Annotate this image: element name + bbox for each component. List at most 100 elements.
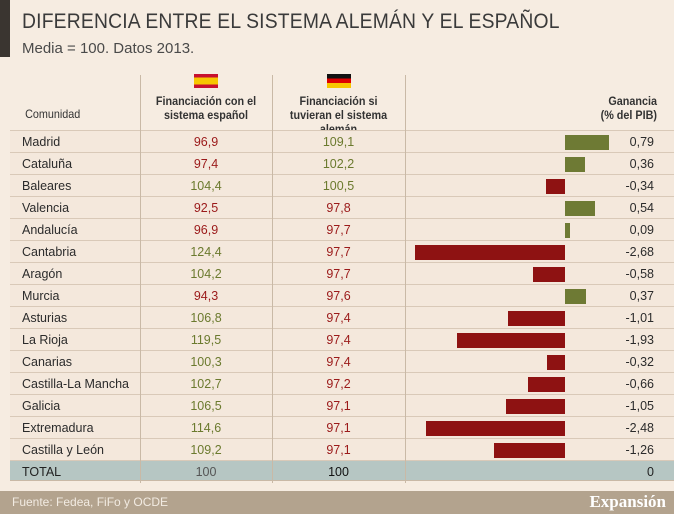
table-row: Galicia 106,5 97,1 -1,05 <box>10 394 674 416</box>
region-name: Cantabria <box>22 245 77 259</box>
column-divider <box>272 75 273 483</box>
spanish-system-value: 102,7 <box>190 377 222 391</box>
gain-bar <box>565 289 586 304</box>
header-comunidad: Comunidad <box>25 107 81 121</box>
region-name: Madrid <box>22 135 61 149</box>
german-system-value: 97,1 <box>326 399 351 413</box>
spanish-system-value: 97,4 <box>193 157 219 171</box>
gain-bar <box>532 267 565 282</box>
spanish-system-value: 94,3 <box>193 289 219 303</box>
gain-value: 0,36 <box>629 157 654 171</box>
spanish-system-value: 109,2 <box>190 443 222 457</box>
gain-value: -1,26 <box>625 443 655 457</box>
region-name: Extremadura <box>22 421 94 435</box>
german-system-value: 97,4 <box>326 355 351 369</box>
chart-title: DIFERENCIA ENTRE EL SISTEMA ALEMÁN Y EL … <box>22 10 560 33</box>
gain-value: -0,32 <box>625 355 655 369</box>
spanish-system-value: 106,8 <box>190 311 222 325</box>
german-system-value: 97,7 <box>326 245 351 259</box>
source-note: Fuente: Fedea, FiFo y OCDE <box>12 495 169 509</box>
german-system-value: 97,6 <box>326 289 351 303</box>
gain-value: 0,37 <box>629 289 654 303</box>
german-system-value: 97,2 <box>326 377 351 391</box>
region-name: Castilla y León <box>22 443 104 457</box>
total-german-value: 100 <box>328 465 349 479</box>
table-row: Aragón 104,2 97,7 -0,58 <box>10 262 674 284</box>
column-divider <box>140 75 141 483</box>
gain-value: -0,66 <box>625 377 655 391</box>
region-name: Canarias <box>22 355 73 369</box>
table-row: Valencia 92,5 97,8 0,54 <box>10 196 674 218</box>
total-row: TOTAL 100 100 0 <box>10 460 674 481</box>
german-system-value: 100,5 <box>322 179 355 193</box>
spanish-system-value: 96,9 <box>193 223 219 237</box>
spanish-system-value: 119,5 <box>190 333 222 347</box>
total-label: TOTAL <box>22 465 62 479</box>
gain-value: -0,34 <box>625 179 655 193</box>
gain-bar <box>494 443 565 458</box>
region-name: Castilla-La Mancha <box>22 377 129 391</box>
spanish-system-value: 100,3 <box>190 355 222 369</box>
region-name: Murcia <box>22 289 60 303</box>
region-name: Andalucía <box>22 223 78 237</box>
spanish-system-value: 104,4 <box>190 179 222 193</box>
spanish-system-value: 96,9 <box>193 135 219 149</box>
total-gain-value: 0 <box>647 465 654 479</box>
spain-flag-icon <box>194 74 218 88</box>
table-row: Canarias 100,3 97,4 -0,32 <box>10 350 674 372</box>
gain-value: -1,93 <box>625 333 655 347</box>
german-system-value: 102,2 <box>322 157 355 171</box>
header-gain: Ganancia (% del PIB) <box>600 94 657 122</box>
gain-bar <box>506 399 565 414</box>
total-spanish-value: 100 <box>195 465 217 479</box>
table-row: Andalucía 96,9 97,7 0,09 <box>10 218 674 240</box>
german-system-value: 97,1 <box>326 421 351 435</box>
table-row: Castilla-La Mancha 102,7 97,2 -0,66 <box>10 372 674 394</box>
gain-value: 0,54 <box>629 201 654 215</box>
table-row: Castilla y León 109,2 97,1 -1,26 <box>10 438 674 460</box>
germany-flag-icon <box>327 74 351 88</box>
table-row: La Rioja 119,5 97,4 -1,93 <box>10 328 674 350</box>
chart-subtitle: Media = 100. Datos 2013. <box>22 40 195 57</box>
gain-value: 0,79 <box>629 135 654 149</box>
table-row: Extremadura 114,6 97,1 -2,48 <box>10 416 674 438</box>
region-name: La Rioja <box>22 333 68 347</box>
german-system-value: 97,7 <box>326 267 351 281</box>
spanish-system-value: 124,4 <box>190 245 222 259</box>
german-system-value: 97,1 <box>326 443 351 457</box>
region-name: Galicia <box>22 399 61 413</box>
region-name: Asturias <box>22 311 68 325</box>
gain-bar <box>547 355 565 370</box>
gain-value: 0,09 <box>629 223 654 237</box>
spanish-system-value: 92,5 <box>193 201 219 215</box>
table-row: Baleares 104,4 100,5 -0,34 <box>10 174 674 196</box>
german-system-value: 97,4 <box>326 311 351 325</box>
header-spanish-system: Financiación con el sistema español <box>155 94 257 122</box>
german-system-value: 97,7 <box>326 223 351 237</box>
gain-value: -0,58 <box>625 267 655 281</box>
gain-bar <box>426 421 565 436</box>
table-row: Asturias 106,8 97,4 -1,01 <box>10 306 674 328</box>
german-system-value: 97,4 <box>326 333 351 347</box>
gain-bar <box>565 135 610 150</box>
table-row: Cataluña 97,4 102,2 0,36 <box>10 152 674 174</box>
gain-bar <box>565 223 571 238</box>
gain-value: -1,01 <box>625 311 655 325</box>
gain-bar <box>508 311 565 326</box>
spanish-system-value: 104,2 <box>190 267 222 281</box>
table-row: Murcia 94,3 97,6 0,37 <box>10 284 674 306</box>
title-accent-bar <box>0 0 10 57</box>
region-name: Aragón <box>22 267 63 281</box>
gain-bar <box>565 157 586 172</box>
gain-value: -1,05 <box>625 399 655 413</box>
spanish-system-value: 114,6 <box>190 421 222 435</box>
gain-bar <box>545 179 565 194</box>
gain-value: -2,68 <box>625 245 655 259</box>
table-row: Cantabria 124,4 97,7 -2,68 <box>10 240 674 262</box>
gain-bar <box>565 201 596 216</box>
gain-bar <box>456 333 565 348</box>
table-row: Madrid 96,9 109,1 0,79 <box>10 130 674 152</box>
column-divider <box>405 75 406 483</box>
region-name: Cataluña <box>22 157 73 171</box>
expansion-logo: Expansión <box>589 492 666 511</box>
